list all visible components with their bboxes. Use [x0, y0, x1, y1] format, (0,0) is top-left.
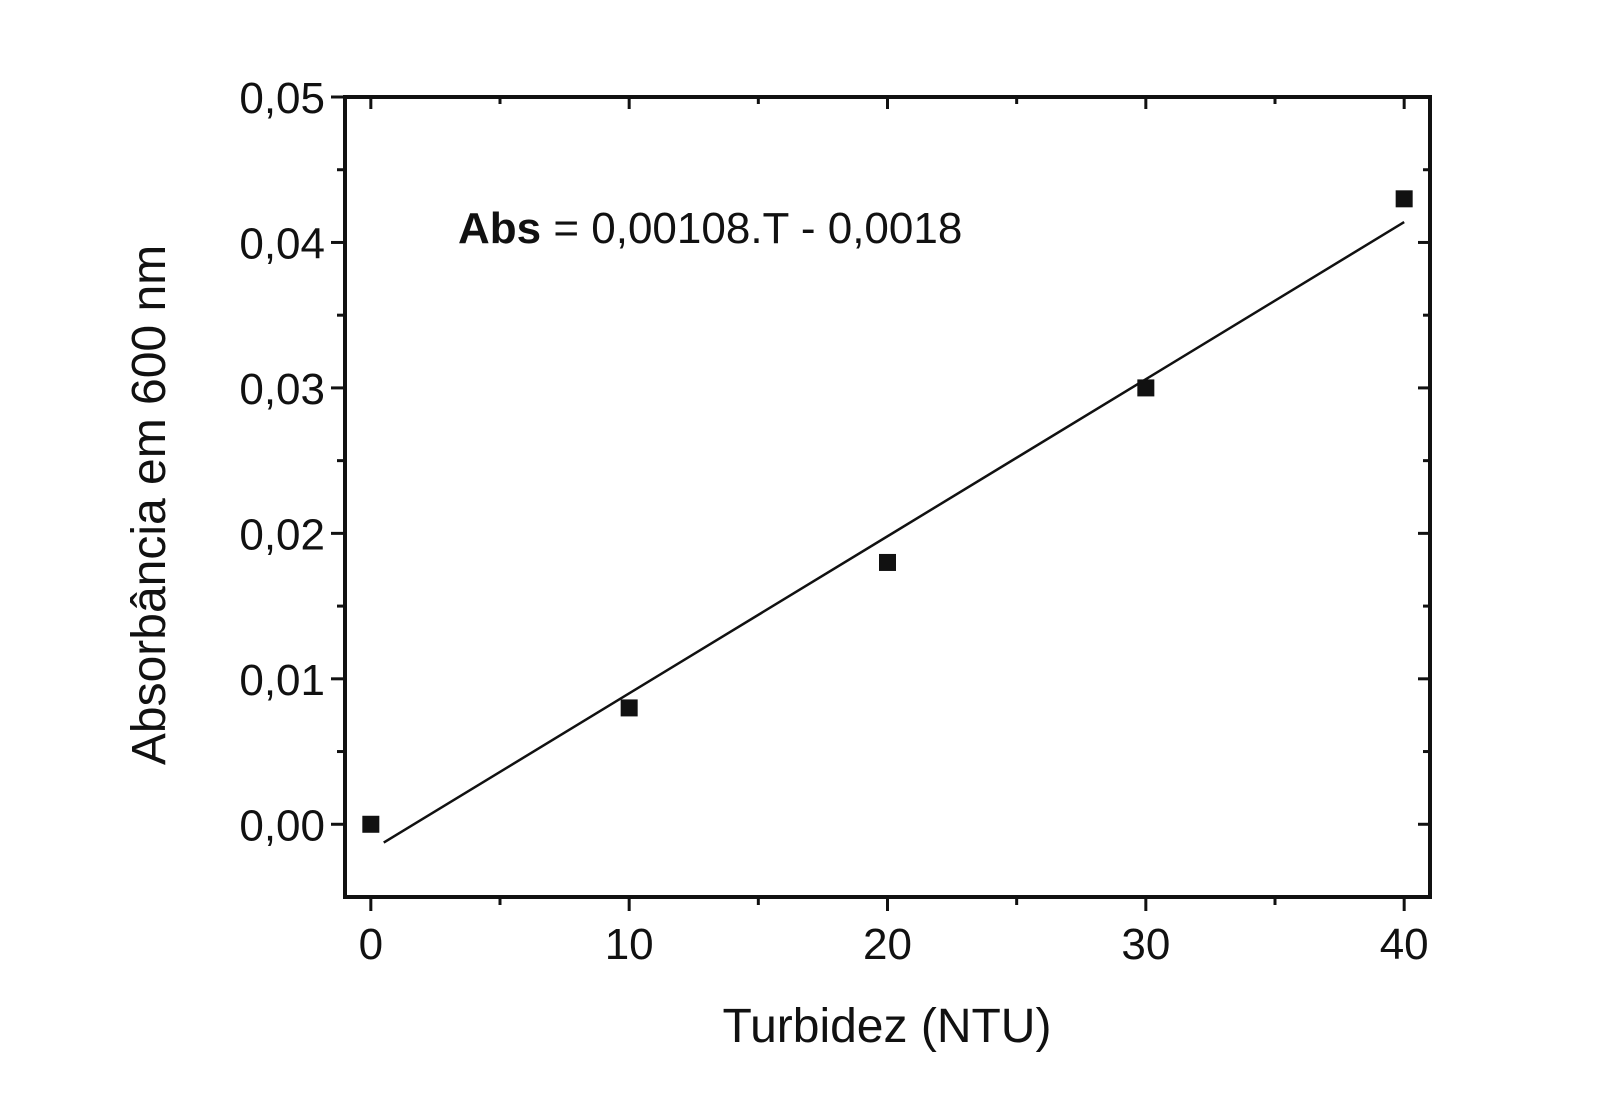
y-tick-label: 0,01 [239, 656, 325, 705]
plot-frame [343, 95, 1432, 899]
points-layer [362, 190, 1413, 833]
x-tick-label: 0 [359, 920, 383, 969]
x-tick-label: 20 [863, 920, 912, 969]
data-point [1137, 379, 1155, 397]
x-tick-label: 30 [1121, 920, 1170, 969]
data-point [1395, 190, 1413, 208]
equation-annotation: Abs = 0,00108.T - 0,0018 [458, 204, 962, 253]
x-tick-label: 10 [605, 920, 654, 969]
y-tick-label: 0,00 [239, 801, 325, 850]
y-axis-title: Absorbância em 600 nm [123, 245, 176, 765]
equation-label: Abs [458, 204, 541, 253]
data-point [362, 815, 380, 833]
x-axis-title: Turbidez (NTU) [723, 1000, 1052, 1053]
fit-line [383, 221, 1405, 844]
y-tick-label: 0,05 [239, 74, 325, 123]
y-tick-label: 0,04 [239, 219, 325, 268]
equation-text: = 0,00108.T - 0,0018 [541, 204, 962, 253]
fit-layer [383, 221, 1405, 844]
y-tick-label: 0,03 [239, 365, 325, 414]
data-point [620, 699, 638, 717]
data-point [879, 553, 896, 571]
x-tick-label: 40 [1380, 920, 1429, 969]
y-tick-label: 0,02 [239, 510, 325, 559]
tick-labels-layer: 0 10 20 30 40 0,00 0,01 0,02 0,03 0,04 0,05 [239, 74, 1428, 969]
